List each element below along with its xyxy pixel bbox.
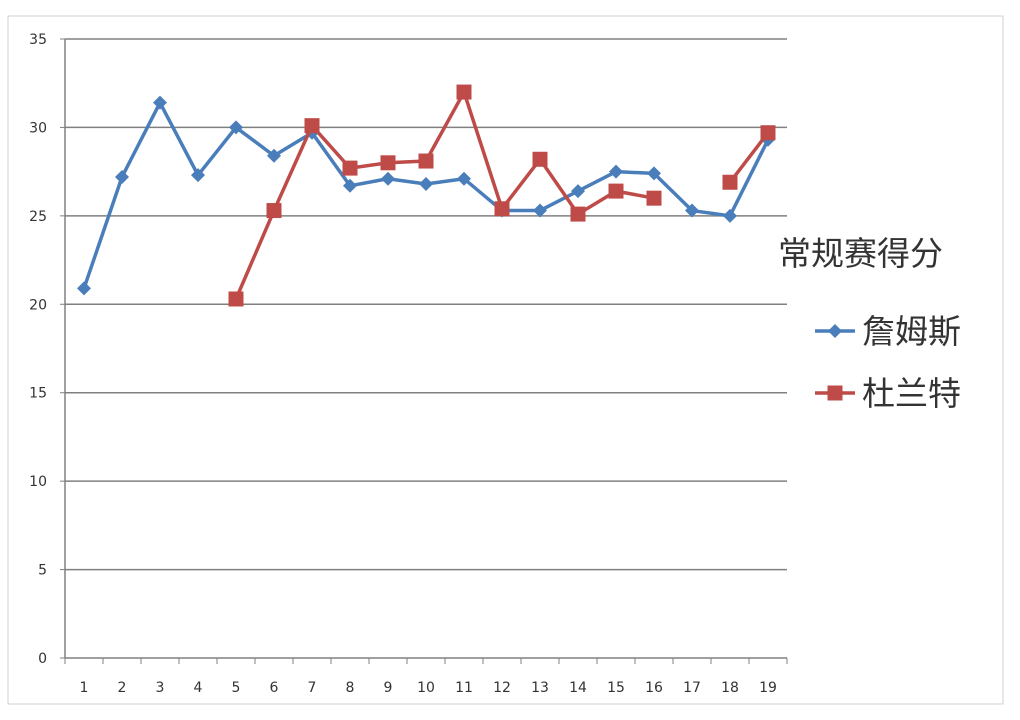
data-point <box>609 164 623 179</box>
y-tick-label: 30 <box>29 120 47 136</box>
x-tick-label: 8 <box>346 680 355 696</box>
legend-entry-2: 杜兰特 <box>815 374 961 413</box>
data-point <box>115 169 129 184</box>
y-tick-label: 10 <box>29 474 47 490</box>
x-tick-label: 19 <box>759 680 777 696</box>
data-point <box>381 171 395 186</box>
legend-label: 杜兰特 <box>862 374 961 413</box>
y-tick-label: 0 <box>38 651 47 667</box>
series-2 <box>228 84 776 307</box>
x-tick-label: 13 <box>531 680 549 696</box>
x-tick-label: 9 <box>384 680 393 696</box>
data-point <box>494 201 510 217</box>
data-point <box>722 174 738 190</box>
gridlines <box>65 38 787 571</box>
data-point <box>266 203 282 219</box>
x-tick-label: 2 <box>118 680 127 696</box>
y-tick-label: 5 <box>38 563 47 579</box>
legend-marker <box>827 385 843 401</box>
data-point <box>533 203 547 218</box>
data-point <box>647 166 661 181</box>
data-point <box>229 120 243 135</box>
data-point <box>760 125 776 141</box>
data-point <box>570 206 586 222</box>
data-point <box>77 281 91 296</box>
x-tick-label: 17 <box>683 680 701 696</box>
y-tick-label: 20 <box>29 297 47 313</box>
legend-label: 詹姆斯 <box>862 312 961 351</box>
data-point <box>380 155 396 171</box>
x-tick-label: 14 <box>569 680 587 696</box>
data-point <box>153 95 167 110</box>
x-tick-label: 6 <box>270 680 279 696</box>
x-tick-label: 10 <box>417 680 435 696</box>
x-tick-label: 18 <box>721 680 739 696</box>
data-point <box>228 291 244 307</box>
data-point <box>685 203 699 218</box>
data-point <box>342 160 358 176</box>
y-tick-label: 15 <box>29 386 47 402</box>
data-point <box>418 153 434 169</box>
data-point <box>419 177 433 192</box>
data-point <box>343 178 357 193</box>
data-point <box>723 208 737 223</box>
chart-border <box>7 15 1004 705</box>
y-tick-label: 25 <box>29 209 47 225</box>
series-lines <box>77 84 776 307</box>
x-tick-label: 5 <box>232 680 241 696</box>
data-point <box>646 190 662 206</box>
data-point <box>608 183 624 199</box>
x-tick-label: 3 <box>156 680 165 696</box>
legend-marker <box>828 324 842 338</box>
x-tick-label: 1 <box>80 680 89 696</box>
legend-title: 常规赛得分 <box>778 234 943 273</box>
y-tick-label: 35 <box>29 32 47 48</box>
x-tick-label: 7 <box>308 680 317 696</box>
x-tick-label: 16 <box>645 680 663 696</box>
x-tick-label: 11 <box>455 680 473 696</box>
x-tick-label: 15 <box>607 680 625 696</box>
data-point <box>532 151 548 167</box>
data-point <box>571 184 585 199</box>
data-point <box>456 84 472 100</box>
legend-entry-1: 詹姆斯 <box>815 312 961 351</box>
series-line <box>728 131 770 184</box>
x-tick-label: 12 <box>493 680 511 696</box>
data-point <box>191 168 205 183</box>
x-tick-label: 4 <box>194 680 203 696</box>
data-point <box>267 148 281 163</box>
data-point <box>304 118 320 134</box>
data-point <box>457 171 471 186</box>
